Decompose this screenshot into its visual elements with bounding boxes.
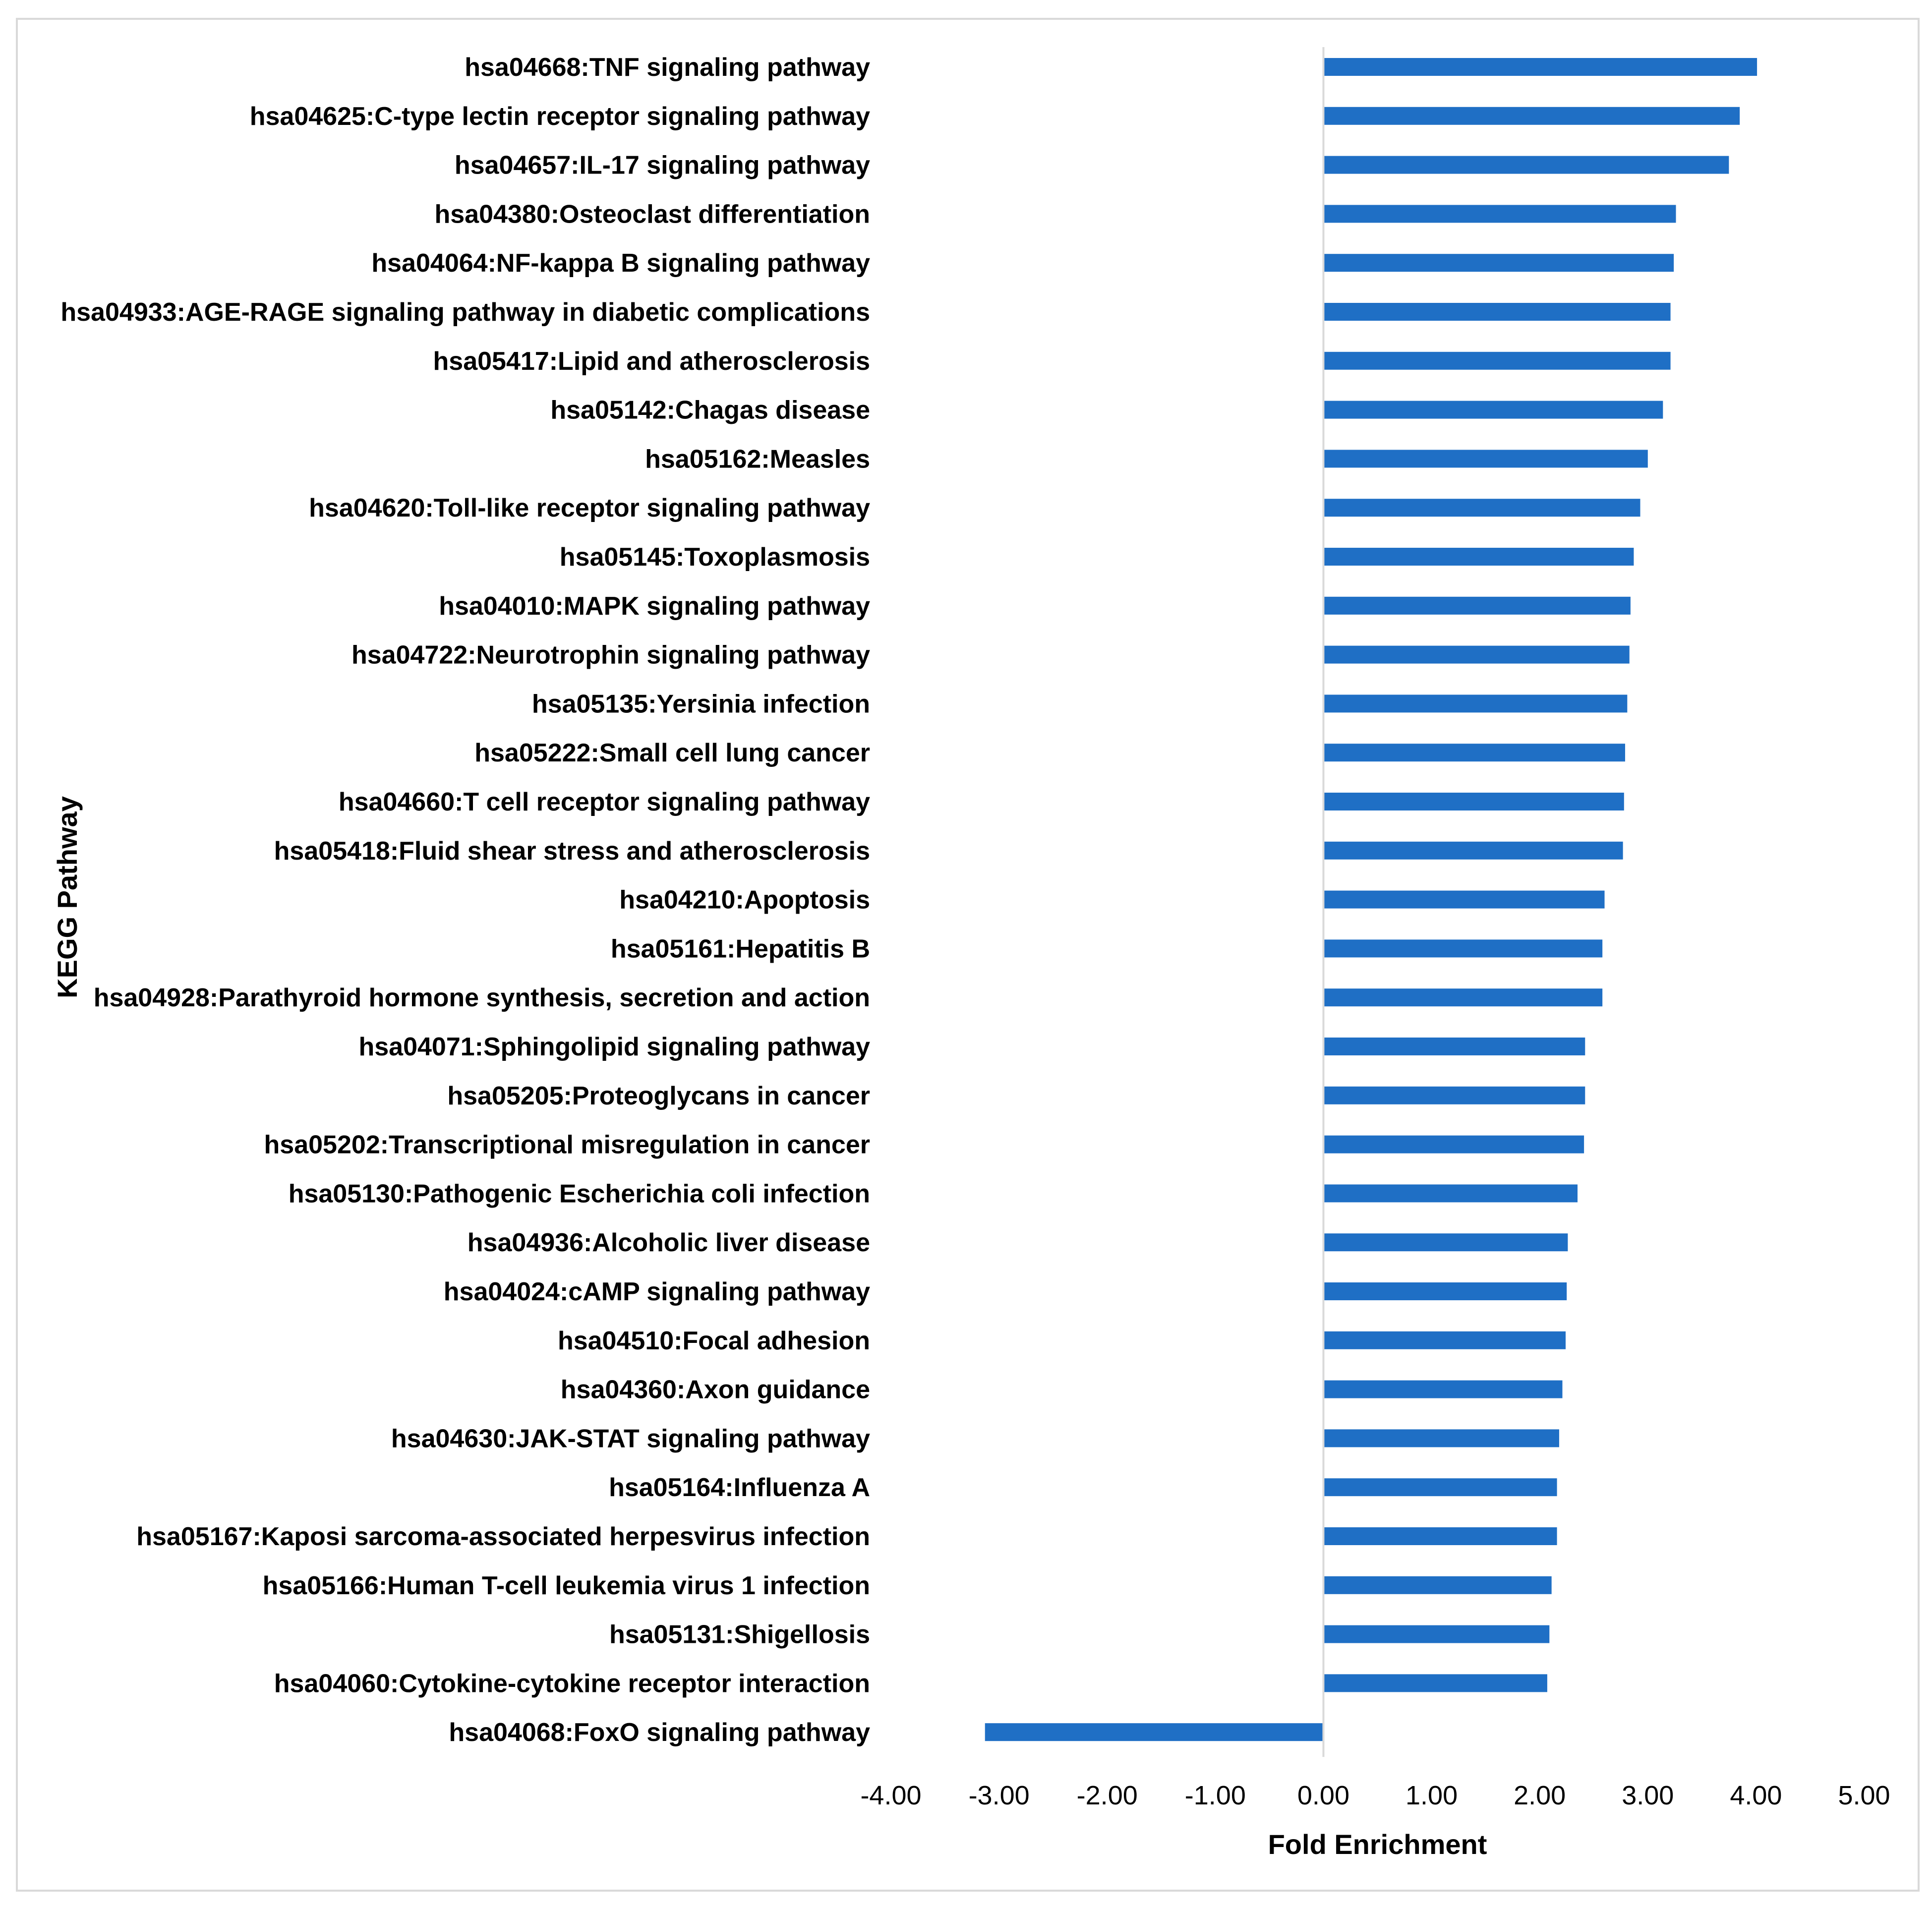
category-label: hsa04064:NF-kappa B signaling pathway (371, 249, 870, 278)
bar-28 (1323, 1380, 1563, 1398)
bar-33 (1323, 1625, 1550, 1643)
bar-23 (1323, 1135, 1584, 1154)
y-axis-title: KEGG Pathway (52, 796, 83, 998)
category-label: hsa04668:TNF signaling pathway (465, 53, 870, 82)
category-label: hsa05167:Kaposi sarcoma-associated herpe… (136, 1522, 870, 1551)
category-label: hsa04630:JAK-STAT signaling pathway (391, 1424, 870, 1453)
bar-26 (1323, 1282, 1567, 1300)
category-label: hsa04625:C-type lectin receptor signalin… (250, 102, 870, 131)
x-tick-label: -1.00 (1185, 1781, 1246, 1810)
bar-2 (1323, 107, 1740, 125)
bar-4 (1323, 205, 1676, 223)
category-label: hsa05130:Pathogenic Escherichia coli inf… (289, 1179, 870, 1208)
x-tick-label: 5.00 (1838, 1781, 1890, 1810)
category-label: hsa05142:Chagas disease (550, 396, 870, 425)
category-label: hsa05161:Hepatitis B (611, 934, 870, 963)
x-tick-label: 0.00 (1297, 1781, 1349, 1810)
category-label: hsa04068:FoxO signaling pathway (449, 1718, 870, 1747)
bar-24 (1323, 1184, 1578, 1203)
category-label: hsa05164:Influenza A (609, 1473, 870, 1502)
category-label: hsa04933:AGE-RAGE signaling pathway in d… (60, 298, 870, 327)
bar-6 (1323, 303, 1671, 321)
x-tick-label: 1.00 (1405, 1781, 1458, 1810)
category-label: hsa04936:Alcoholic liver disease (468, 1228, 870, 1257)
bar-25 (1323, 1233, 1568, 1252)
category-label: hsa05162:Measles (645, 445, 870, 473)
category-label: hsa05417:Lipid and atherosclerosis (433, 347, 870, 376)
x-tick-label: -2.00 (1077, 1781, 1138, 1810)
category-label: hsa05418:Fluid shear stress and atherosc… (274, 837, 870, 866)
bar-7 (1323, 351, 1671, 370)
bar-18 (1323, 890, 1605, 909)
bar-35 (985, 1723, 1324, 1741)
bar-10 (1323, 499, 1640, 517)
category-label: hsa04060:Cytokine-cytokine receptor inte… (274, 1669, 870, 1698)
x-tick-label: 4.00 (1730, 1781, 1782, 1810)
bar-13 (1323, 645, 1630, 664)
bar-3 (1323, 156, 1729, 174)
category-label: hsa05135:Yersinia infection (532, 690, 870, 718)
category-label: hsa05222:Small cell lung cancer (474, 739, 870, 767)
category-label: hsa04071:Sphingolipid signaling pathway (358, 1033, 870, 1061)
category-label: hsa04660:T cell receptor signaling pathw… (339, 788, 870, 816)
category-label: hsa04024:cAMP signaling pathway (444, 1277, 870, 1306)
x-tick-label: 3.00 (1622, 1781, 1674, 1810)
category-label: hsa04722:Neurotrophin signaling pathway (351, 641, 870, 670)
bar-12 (1323, 596, 1631, 615)
category-label: hsa05205:Proteoglycans in cancer (447, 1082, 870, 1110)
bar-27 (1323, 1331, 1566, 1349)
category-label: hsa05166:Human T-cell leukemia virus 1 i… (263, 1571, 870, 1600)
bar-9 (1323, 450, 1648, 468)
bar-22 (1323, 1086, 1585, 1104)
category-label: hsa04620:Toll-like receptor signaling pa… (309, 494, 870, 522)
bar-8 (1323, 401, 1663, 419)
bar-14 (1323, 694, 1628, 713)
category-label: hsa04010:MAPK signaling pathway (439, 592, 870, 621)
x-tick-label: -4.00 (860, 1781, 921, 1810)
category-label: hsa05131:Shigellosis (609, 1620, 870, 1649)
category-label: hsa05202:Transcriptional misregulation i… (264, 1131, 870, 1159)
bar-1 (1323, 58, 1757, 76)
category-label: hsa05145:Toxoplasmosis (560, 543, 870, 572)
bar-29 (1323, 1429, 1559, 1447)
x-tick-label: 2.00 (1514, 1781, 1566, 1810)
bar-17 (1323, 841, 1623, 860)
bars-group (985, 58, 1757, 1741)
x-tick-label: -3.00 (969, 1781, 1030, 1810)
bar-20 (1323, 988, 1603, 1007)
x-tick-labels-group: -4.00 -3.00 -2.00 -1.00 0.00 1.00 2.00 3.00 4.00… (860, 1781, 1890, 1810)
bar-21 (1323, 1038, 1585, 1055)
category-labels-group: hsa04668:TNF signaling pathway hsa04625:C… (60, 53, 870, 1747)
category-label: hsa04657:IL-17 signaling pathway (455, 151, 870, 180)
bar-15 (1323, 744, 1625, 762)
category-label: hsa04928:Parathyroid hormone synthesis, … (94, 983, 870, 1012)
bar-31 (1323, 1527, 1557, 1545)
category-label: hsa04510:Focal adhesion (558, 1327, 870, 1355)
bar-19 (1323, 939, 1603, 958)
bar-16 (1323, 793, 1624, 810)
category-label: hsa04360:Axon guidance (561, 1376, 870, 1404)
bar-32 (1323, 1576, 1552, 1594)
bar-30 (1323, 1478, 1557, 1497)
x-axis-title: Fold Enrichment (1268, 1829, 1487, 1860)
bar-5 (1323, 254, 1674, 272)
bar-34 (1323, 1674, 1547, 1692)
category-label: hsa04210:Apoptosis (619, 886, 870, 915)
bar-11 (1323, 548, 1634, 566)
category-label: hsa04380:Osteoclast differentiation (434, 200, 870, 229)
